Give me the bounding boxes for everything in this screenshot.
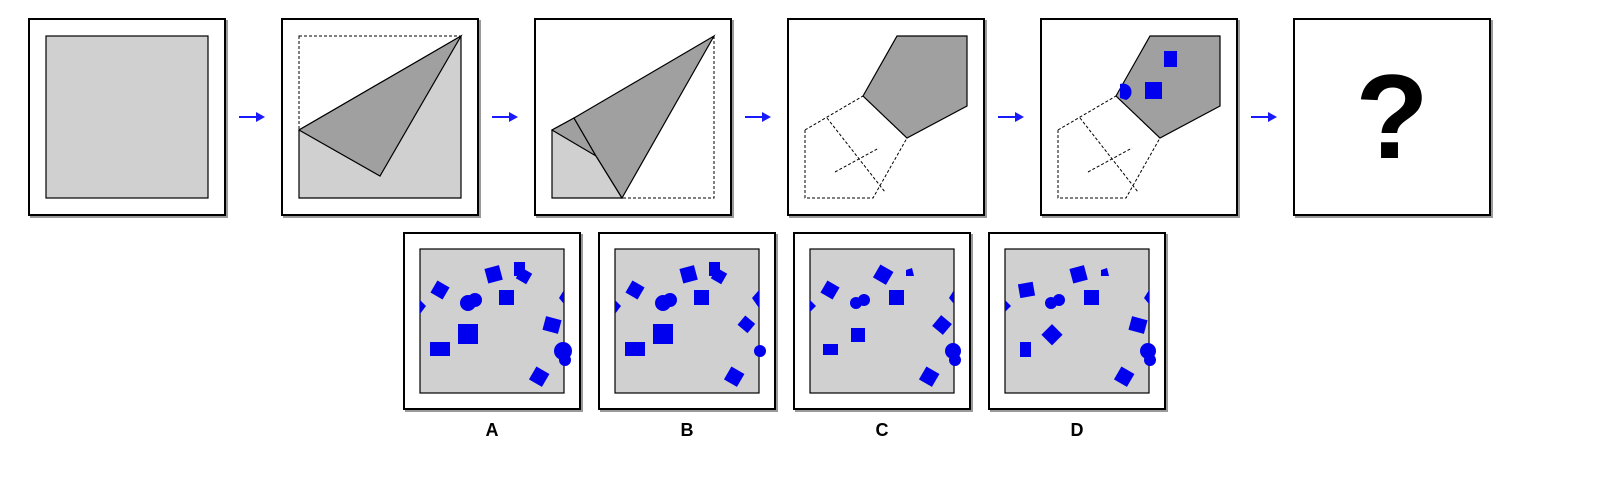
step-2-panel xyxy=(281,18,479,216)
fold-one-figure xyxy=(297,34,463,199)
option-b-panel[interactable] xyxy=(598,232,776,410)
option-a-label[interactable]: A xyxy=(485,420,499,440)
circle-hole xyxy=(1120,83,1132,100)
arrow-right-icon xyxy=(492,112,518,122)
arrow-right-icon xyxy=(745,112,771,122)
question-mark: ? xyxy=(1355,50,1429,184)
step-3-panel xyxy=(534,18,732,216)
unfolded-square-figure xyxy=(45,35,209,199)
square-hole xyxy=(1145,82,1162,99)
option-c-figure xyxy=(809,248,961,394)
option-c-panel[interactable] xyxy=(793,232,971,410)
option-d-panel[interactable] xyxy=(988,232,1166,410)
fold-two-figure xyxy=(550,34,716,200)
option-b-label[interactable]: B xyxy=(680,420,694,440)
option-a-panel[interactable] xyxy=(403,232,581,410)
step-4-panel xyxy=(787,18,985,216)
step-6-panel: ? xyxy=(1293,18,1491,216)
option-d-label[interactable]: D xyxy=(1070,420,1084,440)
holes-punched-figure xyxy=(1057,35,1221,199)
arrow-right-icon xyxy=(1251,112,1277,122)
option-d-figure xyxy=(1004,248,1156,394)
arrow-right-icon xyxy=(998,112,1024,122)
option-b-figure xyxy=(614,248,766,394)
option-a-figure xyxy=(419,248,572,394)
arrow-right-icon xyxy=(239,112,265,122)
option-c-label[interactable]: C xyxy=(875,420,889,440)
step-1-panel xyxy=(28,18,226,216)
square-hole xyxy=(1164,51,1177,67)
step-5-panel xyxy=(1040,18,1238,216)
fold-three-figure xyxy=(804,35,968,199)
